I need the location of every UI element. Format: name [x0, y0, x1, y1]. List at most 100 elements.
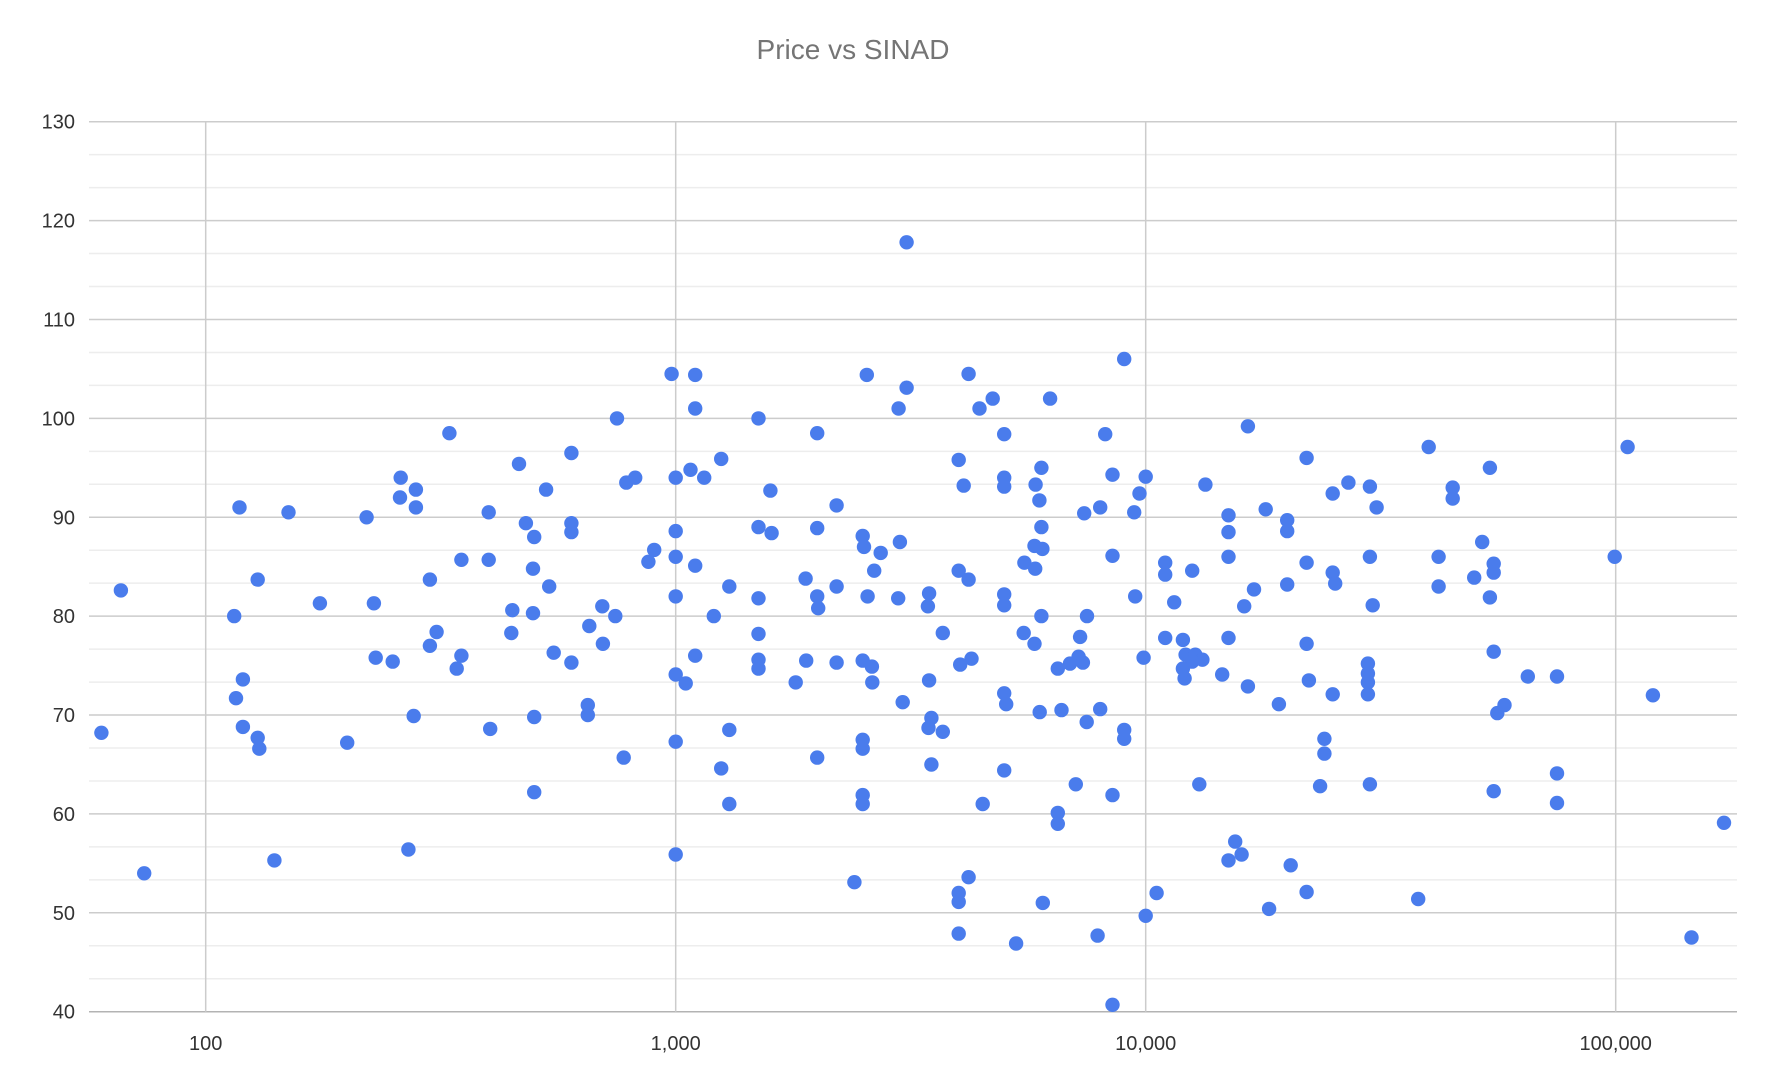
- scatter-point[interactable]: [1158, 567, 1173, 582]
- scatter-point[interactable]: [281, 505, 296, 520]
- scatter-point[interactable]: [1283, 858, 1298, 873]
- scatter-point[interactable]: [751, 626, 766, 642]
- scatter-point[interactable]: [564, 655, 579, 670]
- scatter-point[interactable]: [997, 427, 1012, 442]
- scatter-point[interactable]: [921, 673, 937, 688]
- scatter-point[interactable]: [1093, 701, 1108, 717]
- scatter-point[interactable]: [1445, 491, 1460, 506]
- scatter-point[interactable]: [564, 445, 579, 461]
- scatter-point[interactable]: [688, 558, 703, 573]
- scatter-point[interactable]: [997, 479, 1012, 494]
- scatter-point[interactable]: [582, 618, 597, 634]
- scatter-point[interactable]: [1317, 746, 1332, 761]
- scatter-point[interactable]: [1128, 589, 1143, 604]
- scatter-point[interactable]: [763, 483, 778, 498]
- scatter-point[interactable]: [964, 651, 979, 666]
- scatter-point[interactable]: [1221, 508, 1236, 523]
- scatter-point[interactable]: [1360, 687, 1376, 702]
- scatter-point[interactable]: [697, 470, 712, 485]
- scatter-point[interactable]: [1175, 632, 1191, 648]
- scatter-point[interactable]: [1365, 598, 1380, 613]
- scatter-point[interactable]: [799, 653, 814, 668]
- scatter-point[interactable]: [393, 470, 408, 485]
- scatter-point[interactable]: [921, 720, 936, 736]
- scatter-point[interactable]: [94, 725, 109, 740]
- scatter-point[interactable]: [1221, 853, 1236, 868]
- scatter-point[interactable]: [751, 411, 766, 426]
- scatter-point[interactable]: [429, 624, 444, 640]
- scatter-point[interactable]: [855, 796, 870, 812]
- scatter-point[interactable]: [1177, 671, 1192, 686]
- scatter-point[interactable]: [525, 606, 541, 621]
- scatter-point[interactable]: [401, 842, 416, 857]
- scatter-point[interactable]: [1079, 714, 1094, 730]
- scatter-point[interactable]: [483, 721, 498, 737]
- scatter-point[interactable]: [504, 625, 519, 641]
- scatter-point[interactable]: [865, 675, 880, 690]
- scatter-point[interactable]: [525, 561, 541, 576]
- scatter-point[interactable]: [1486, 784, 1501, 799]
- scatter-point[interactable]: [891, 591, 906, 606]
- scatter-point[interactable]: [810, 520, 825, 536]
- scatter-point[interactable]: [1072, 629, 1088, 645]
- scatter-point[interactable]: [366, 596, 382, 611]
- scatter-point[interactable]: [1607, 549, 1622, 564]
- scatter-point[interactable]: [406, 708, 421, 724]
- scatter-point[interactable]: [1240, 419, 1256, 434]
- scatter-point[interactable]: [855, 741, 870, 756]
- scatter-point[interactable]: [864, 659, 880, 674]
- scatter-point[interactable]: [1325, 687, 1340, 702]
- scatter-point[interactable]: [1034, 608, 1049, 624]
- scatter-point[interactable]: [1280, 523, 1295, 539]
- scatter-point[interactable]: [481, 505, 496, 520]
- scatter-point[interactable]: [1482, 590, 1498, 605]
- scatter-point[interactable]: [997, 763, 1012, 778]
- scatter-point[interactable]: [668, 667, 683, 682]
- scatter-point[interactable]: [1684, 930, 1699, 945]
- scatter-point[interactable]: [1028, 477, 1043, 492]
- scatter-point[interactable]: [1486, 644, 1501, 659]
- scatter-point[interactable]: [1369, 500, 1384, 515]
- scatter-point[interactable]: [1032, 493, 1047, 508]
- scatter-point[interactable]: [1328, 576, 1343, 591]
- scatter-point[interactable]: [683, 462, 698, 477]
- scatter-point[interactable]: [999, 697, 1014, 712]
- scatter-point[interactable]: [751, 519, 766, 535]
- scatter-point[interactable]: [668, 470, 683, 485]
- scatter-point[interactable]: [511, 456, 527, 472]
- scatter-point[interactable]: [1027, 636, 1042, 651]
- scatter-point[interactable]: [1228, 834, 1243, 849]
- scatter-point[interactable]: [1520, 669, 1536, 684]
- scatter-point[interactable]: [1280, 577, 1295, 592]
- scatter-point[interactable]: [856, 539, 872, 555]
- scatter-point[interactable]: [961, 870, 976, 885]
- scatter-point[interactable]: [1028, 561, 1043, 576]
- scatter-point[interactable]: [860, 589, 875, 604]
- scatter-point[interactable]: [1431, 549, 1446, 564]
- scatter-point[interactable]: [422, 638, 438, 653]
- scatter-point[interactable]: [688, 401, 703, 416]
- scatter-point[interactable]: [895, 695, 910, 710]
- scatter-point[interactable]: [449, 661, 464, 676]
- scatter-point[interactable]: [1221, 549, 1236, 564]
- scatter-point[interactable]: [481, 552, 496, 567]
- scatter-point[interactable]: [1062, 656, 1078, 671]
- scatter-point[interactable]: [647, 542, 662, 558]
- scatter-point[interactable]: [688, 367, 703, 383]
- scatter-point[interactable]: [235, 719, 251, 735]
- scatter-point[interactable]: [1158, 555, 1173, 570]
- scatter-point[interactable]: [668, 523, 683, 539]
- scatter-point[interactable]: [956, 478, 971, 493]
- scatter-point[interactable]: [722, 796, 737, 812]
- scatter-point[interactable]: [1360, 675, 1376, 690]
- scatter-point[interactable]: [235, 672, 251, 687]
- scatter-point[interactable]: [997, 587, 1012, 602]
- scatter-point[interactable]: [924, 757, 939, 772]
- scatter-point[interactable]: [714, 451, 729, 467]
- scatter-point[interactable]: [668, 549, 683, 564]
- scatter-point[interactable]: [1127, 505, 1142, 520]
- scatter-point[interactable]: [891, 401, 906, 416]
- scatter-point[interactable]: [1132, 486, 1147, 501]
- scatter-point[interactable]: [595, 599, 610, 614]
- scatter-point[interactable]: [951, 563, 966, 578]
